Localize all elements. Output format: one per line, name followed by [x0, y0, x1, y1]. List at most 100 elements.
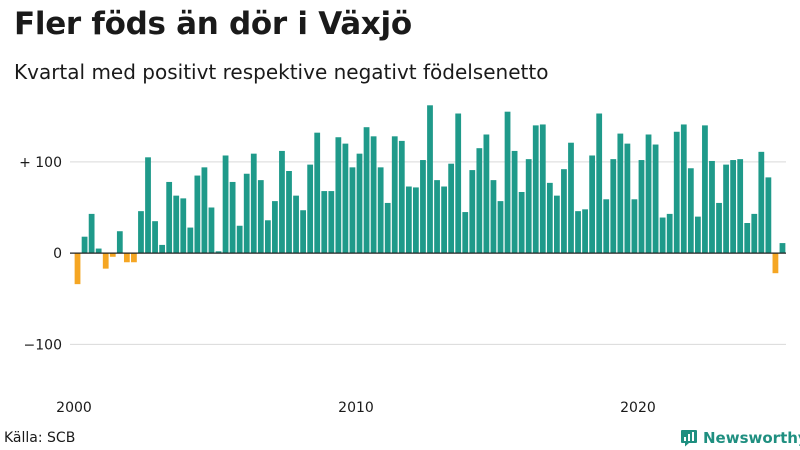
bar — [476, 148, 483, 254]
bar — [751, 213, 758, 254]
bar — [687, 168, 694, 254]
bar — [462, 212, 469, 254]
bar — [222, 155, 229, 254]
bar — [730, 160, 737, 254]
brand-name: Newsworthy — [703, 429, 800, 447]
bar — [152, 221, 158, 254]
bar — [483, 134, 490, 254]
bar — [617, 133, 624, 254]
bar — [434, 180, 440, 254]
bar — [201, 167, 208, 254]
bar — [208, 207, 215, 254]
bar — [187, 227, 194, 254]
bar — [215, 251, 222, 254]
chart-subtitle: Kvartal med positivt respektive negativt… — [14, 60, 549, 84]
bar — [159, 244, 166, 254]
bar — [370, 136, 377, 254]
bar — [405, 186, 412, 254]
bar — [264, 220, 271, 254]
bar — [138, 211, 144, 254]
bar — [257, 180, 264, 254]
bar — [173, 195, 180, 254]
x-tick-label: 2010 — [338, 400, 374, 416]
bar — [511, 150, 518, 254]
bar — [532, 125, 539, 254]
bar — [420, 160, 426, 254]
bar — [680, 124, 687, 254]
y-tick-label: 0 — [53, 246, 62, 262]
y-tick-label: + 100 — [19, 155, 62, 171]
bar — [74, 253, 81, 285]
x-tick-label: 2020 — [620, 400, 656, 416]
bar — [349, 167, 356, 254]
bar — [631, 199, 638, 254]
bar — [229, 181, 236, 254]
bar — [455, 113, 462, 254]
bar — [88, 213, 95, 254]
bar — [744, 223, 751, 254]
bar — [356, 153, 363, 254]
bar — [469, 170, 476, 254]
bar — [497, 201, 504, 254]
bar — [666, 213, 673, 254]
bar — [279, 150, 285, 254]
bar — [342, 143, 349, 254]
bar — [427, 105, 433, 254]
bar-series — [74, 105, 786, 285]
bar — [286, 171, 292, 254]
bar — [554, 195, 560, 254]
bar — [765, 177, 772, 254]
bar — [772, 253, 779, 274]
bar — [539, 124, 546, 254]
bar — [716, 202, 722, 254]
bar — [314, 132, 321, 254]
bar — [603, 199, 610, 254]
bar — [300, 210, 306, 254]
bar — [582, 209, 588, 254]
bar — [363, 127, 370, 254]
bar — [123, 253, 130, 263]
bar — [131, 253, 137, 263]
bar — [293, 195, 299, 254]
axis-layer: + 100 0 −100 2000 2010 2020 — [19, 155, 786, 416]
x-tick-label: 2000 — [56, 400, 92, 416]
bar — [377, 167, 384, 254]
bar — [624, 143, 631, 254]
bar — [779, 243, 786, 254]
bar — [737, 159, 744, 254]
bar — [575, 211, 581, 254]
y-tick-label: −100 — [24, 337, 62, 353]
bar — [652, 144, 659, 254]
bar — [490, 180, 497, 254]
bar — [758, 151, 765, 254]
bar — [194, 175, 201, 254]
bar — [659, 217, 666, 254]
bar — [398, 140, 405, 254]
bar — [391, 136, 398, 254]
bar — [166, 181, 173, 254]
bar — [95, 248, 102, 254]
bar — [589, 155, 596, 254]
bar — [321, 191, 328, 254]
chart-title: Fler föds än dör i Växjö — [14, 6, 412, 42]
bar — [236, 225, 243, 254]
bar — [328, 191, 335, 254]
bar — [568, 142, 574, 254]
bar — [102, 253, 109, 269]
bar — [561, 169, 567, 254]
bar — [384, 202, 391, 254]
bar — [335, 137, 342, 254]
bar — [413, 187, 419, 254]
bar — [610, 159, 617, 254]
bar — [504, 111, 511, 254]
bar — [596, 113, 603, 254]
bar — [243, 173, 250, 254]
bar-chart-logo-icon — [681, 430, 697, 447]
bar — [145, 157, 151, 254]
bar — [546, 182, 553, 254]
bar — [645, 134, 652, 254]
bar — [250, 153, 257, 254]
bar — [723, 164, 729, 254]
bar — [448, 163, 455, 254]
